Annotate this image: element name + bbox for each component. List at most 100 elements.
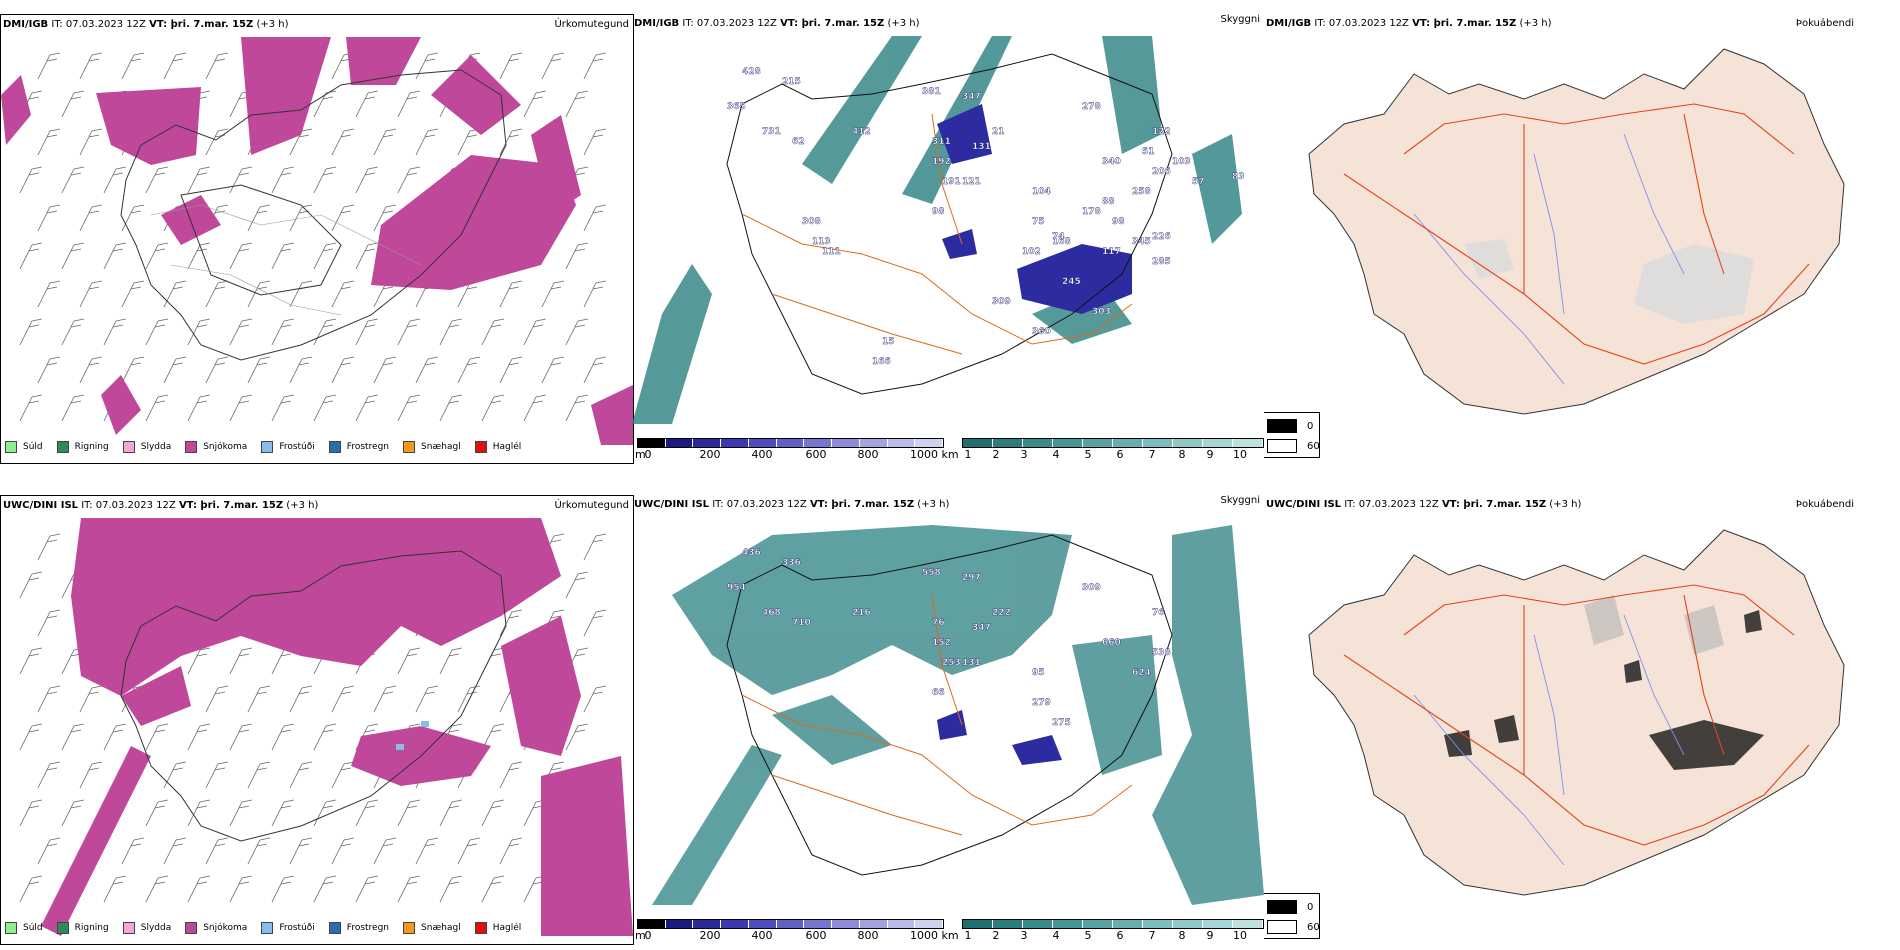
colorbar-step [721,439,749,447]
panel-title: UWC/DINI ISL IT: 07.03.2023 12Z VT: þri.… [634,499,950,510]
wind-barb [271,723,295,751]
legend-swatch [403,922,416,934]
wind-barb [79,280,103,308]
wind-barb [145,242,169,270]
wind-barb [355,242,379,270]
colorbar-step [832,920,860,928]
wind-barb [331,685,355,713]
wind-barb [121,280,145,308]
legend-label: Frostúði [279,923,315,933]
wind-barb [289,837,313,865]
wind-barb [397,647,421,675]
colorbar-ticks: m 0 200 400 600 800 1000 km 1 2 3 4 5 6 … [635,929,1247,942]
visibility-value-label: 731 [762,127,781,137]
wind-barb [145,875,169,903]
wind-barb [145,166,169,194]
precip-legend-item: Snjókoma [185,441,247,453]
wind-barb [583,356,607,384]
wind-barb [415,837,439,865]
fog-legend: 0 60 [1264,412,1320,458]
wind-barb [499,761,523,789]
colorbar-step [721,920,749,928]
wind-barb [229,723,253,751]
iceland-outline [120,550,507,842]
wind-barb [205,837,229,865]
wind-barb [103,875,127,903]
wind-barb [499,837,523,865]
fog-panel-bottom: UWC/DINI ISL IT: 07.03.2023 12Z VT: þri.… [1264,495,1900,943]
wind-barb [313,394,337,422]
visibility-value-label: 122 [1152,127,1171,137]
wind-barb [79,128,103,156]
colorbar-step [1053,920,1083,928]
wind-barb [523,90,547,118]
visibility-value-label: 381 [922,87,941,97]
wind-barb [523,318,547,346]
colorbar-step [915,920,944,928]
wind-barb [229,242,253,270]
legend-swatch [474,441,487,453]
panel-title: UWC/DINI ISL IT: 07.03.2023 12Z VT: þri.… [1266,499,1582,510]
legend-label: Frostúði [279,442,315,452]
iceland-outline [726,534,1173,876]
vis-low-blue [937,104,1132,314]
wind-barb [355,799,379,827]
visibility-value-label: 285 [1152,257,1171,267]
fog-map [1308,48,1845,415]
field-name: Úrkomutegund [554,19,629,30]
roads-orange [741,594,1133,836]
wind-barb [271,394,295,422]
colorbar-step [1053,439,1083,447]
colorbar-step [1023,920,1053,928]
legend-label: Snjókoma [203,923,248,933]
wind-barb [523,394,547,422]
wind-barb [79,204,103,232]
precip-legend-item: Rigning [56,922,109,934]
visibility-value-label: 88 [1102,197,1115,207]
wind-barb [397,799,421,827]
visibility-value-label: 102 [1022,247,1041,257]
precip-legend-item: Slydda [122,441,171,453]
wind-barb [37,52,61,80]
visibility-value-label: 710 [792,618,811,628]
wind-barb [247,685,271,713]
fog-map [1308,529,1845,896]
wind-barb [79,356,103,384]
wind-barb [205,52,229,80]
wind-barb [121,204,145,232]
wind-barb [565,571,589,599]
wind-barb [499,52,523,80]
wind-barb [229,394,253,422]
colorbar-step [993,439,1023,447]
legend-swatch [185,922,198,934]
wind-barb [457,128,481,156]
wind-barb [163,761,187,789]
colorbar-step [1113,439,1143,447]
wind-barb [415,52,439,80]
visibility-value-label: 98 [1112,217,1125,227]
precip-legend-item: Snæhagl [403,441,461,453]
legend-label: Rigning [74,442,109,452]
wind-barb [229,166,253,194]
wind-barb [61,318,85,346]
wind-barb [37,204,61,232]
wind-barb [37,761,61,789]
wind-barb [229,318,253,346]
legend-label: Haglél [492,923,522,933]
visibility-value-label: 303 [1092,307,1111,317]
panel-title: UWC/DINI ISL IT: 07.03.2023 12Z VT: þri.… [3,500,319,511]
wind-barb [289,356,313,384]
wind-barb [37,609,61,637]
wind-barb [19,571,43,599]
wind-barb [247,837,271,865]
legend-swatch [122,922,135,934]
visibility-value-label: 253 [942,658,961,668]
wind-barb [583,128,607,156]
wind-barb [397,166,421,194]
wind-barb [313,799,337,827]
visibility-value-label: 103 [1172,157,1191,167]
visibility-value-label: 206 [1152,167,1171,177]
colorbar-step [665,439,694,447]
wind-barb [289,204,313,232]
